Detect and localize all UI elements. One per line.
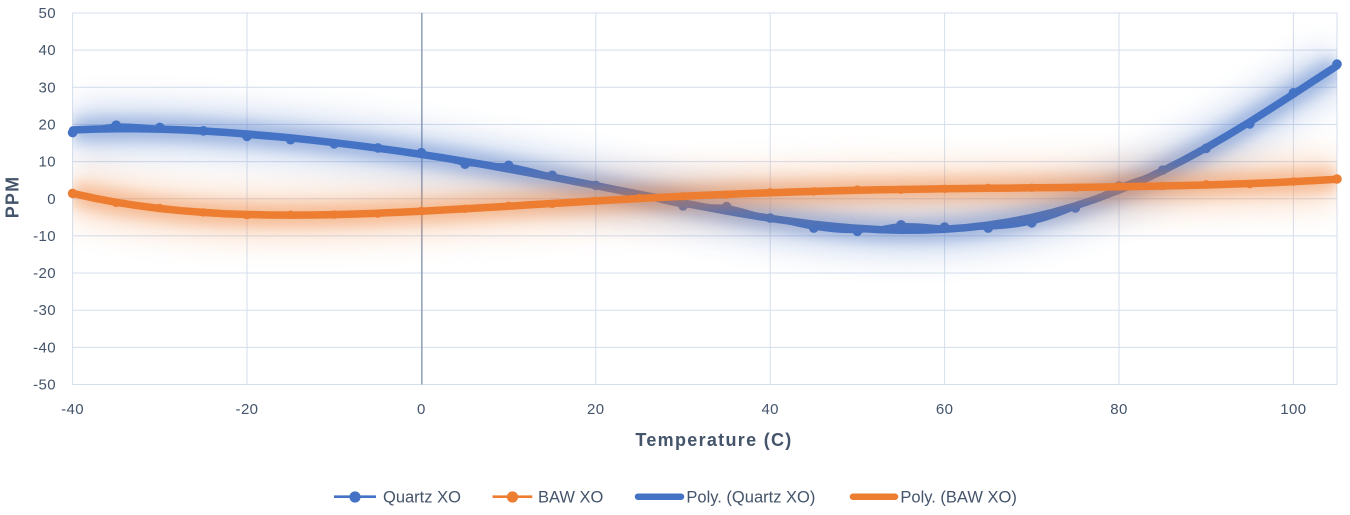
svg-text:-10: -10 (33, 228, 56, 245)
svg-text:Poly. (Quartz XO): Poly. (Quartz XO) (686, 489, 815, 507)
svg-text:20: 20 (39, 117, 57, 134)
svg-text:-20: -20 (33, 265, 56, 282)
svg-text:PPM: PPM (3, 176, 23, 219)
svg-text:0: 0 (417, 401, 426, 418)
svg-text:40: 40 (39, 42, 57, 59)
svg-text:10: 10 (39, 154, 57, 171)
svg-text:-30: -30 (33, 302, 56, 319)
svg-text:0: 0 (47, 191, 56, 208)
svg-text:20: 20 (587, 401, 605, 418)
svg-text:Temperature (C): Temperature (C) (635, 430, 792, 450)
svg-text:-40: -40 (33, 339, 56, 356)
svg-text:-50: -50 (33, 377, 56, 394)
svg-text:-40: -40 (61, 401, 84, 418)
svg-text:100: 100 (1280, 401, 1306, 418)
svg-text:-20: -20 (236, 401, 259, 418)
svg-text:Quartz XO: Quartz XO (383, 489, 461, 507)
svg-text:40: 40 (761, 401, 779, 418)
svg-text:BAW XO: BAW XO (538, 489, 604, 507)
svg-text:Poly. (BAW XO): Poly. (BAW XO) (900, 489, 1016, 507)
svg-text:50: 50 (39, 5, 57, 22)
svg-text:80: 80 (1110, 401, 1128, 418)
svg-text:30: 30 (39, 79, 57, 96)
svg-text:60: 60 (936, 401, 954, 418)
